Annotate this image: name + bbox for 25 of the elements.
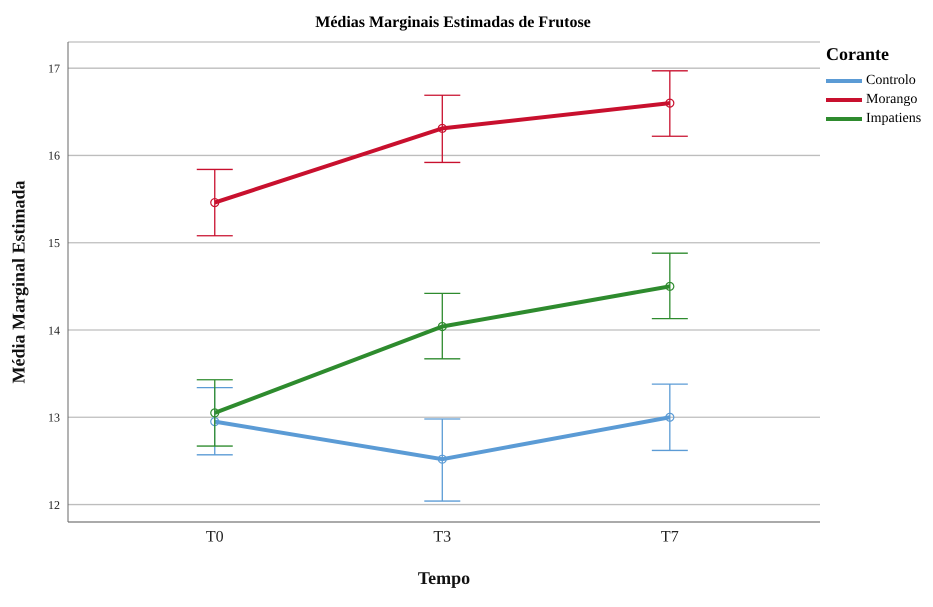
point (665, 412, 674, 422)
legend-label: Impatiens (866, 110, 922, 126)
point (210, 408, 220, 418)
y-tick-label: 14 (48, 323, 60, 338)
legend-label: Morango (866, 92, 918, 108)
x-tick-label: T3 (433, 528, 452, 546)
y-tick-label: 16 (48, 148, 60, 163)
x-tick-label: T7 (660, 528, 679, 546)
x-axis-title: Tempo (418, 568, 470, 588)
point (665, 282, 674, 291)
point (210, 417, 220, 426)
point (210, 198, 220, 208)
legend-label: Controlo (866, 72, 916, 88)
point (438, 124, 447, 133)
x-tick-label: T0 (206, 528, 224, 546)
y-tick-label: 13 (48, 410, 60, 425)
point (665, 98, 674, 108)
y-tick-label: 12 (48, 498, 60, 512)
point (438, 322, 447, 332)
legend-title: Corante (826, 44, 890, 65)
y-axis-title: Média Marginal Estimada (8, 180, 28, 384)
y-tick-label: 17 (48, 61, 60, 76)
point (438, 454, 447, 464)
y-tick-label: 15 (48, 236, 60, 250)
chart-title: Médias Marginais Estimadas de Frutose (314, 14, 592, 32)
